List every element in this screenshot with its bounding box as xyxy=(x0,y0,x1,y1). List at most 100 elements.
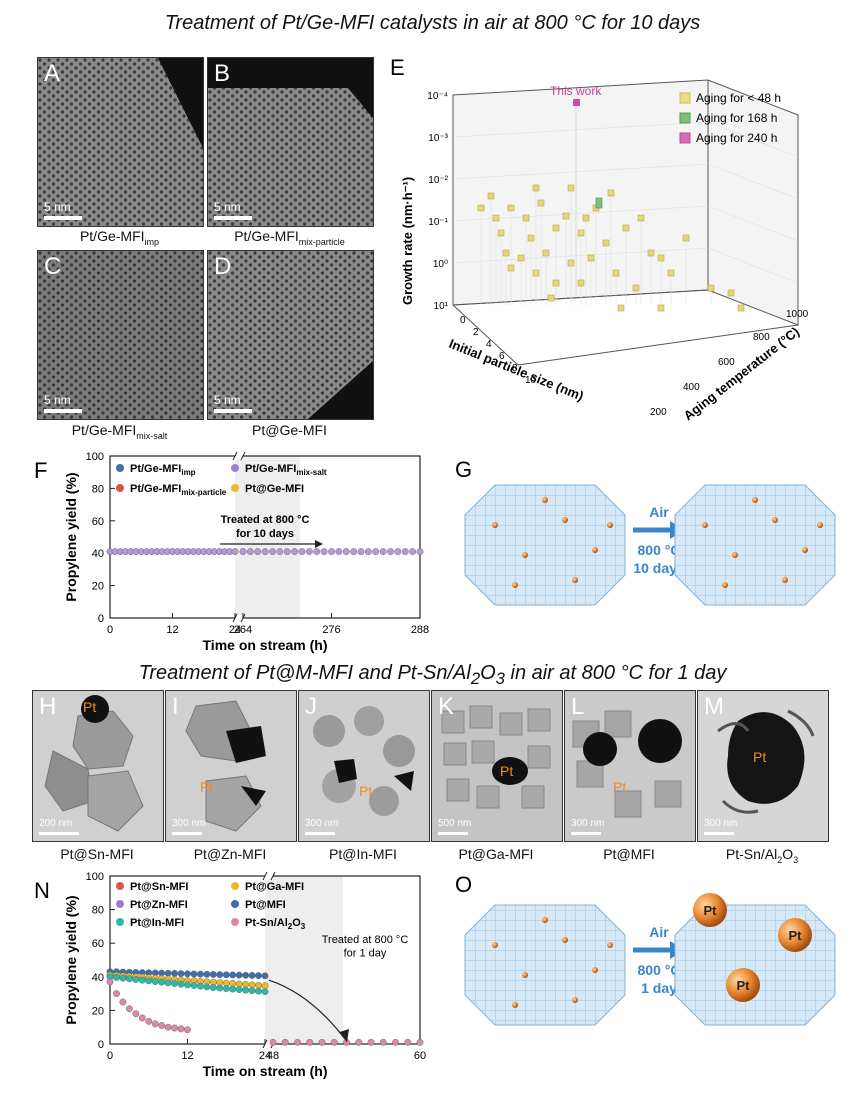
data-point xyxy=(171,980,178,987)
data-point xyxy=(269,548,276,555)
panel-letter-d: D xyxy=(214,253,232,280)
x-tick-label: 12 xyxy=(166,624,178,636)
scatter-point xyxy=(527,234,535,242)
scale-bar xyxy=(44,216,82,220)
data-point xyxy=(235,986,243,993)
tem-panel-i: I Pt 300 nm xyxy=(165,690,297,842)
y-tick-label: 80 xyxy=(92,483,104,495)
caption-j: Pt@In-MFI xyxy=(329,846,397,862)
legend-marker xyxy=(116,464,124,472)
data-point xyxy=(357,548,365,555)
y-tick: 200 xyxy=(650,407,667,418)
x-axis-label: Time on stream (h) xyxy=(203,637,328,653)
data-point xyxy=(248,987,256,994)
x-tick-label: 24 xyxy=(259,1050,271,1062)
legend-marker xyxy=(231,484,239,492)
legend-e: Aging for < 48 h Aging for 168 h Aging f… xyxy=(679,91,781,145)
axis-break-mark xyxy=(240,451,246,461)
data-point xyxy=(203,983,211,991)
z-tick: 10⁰ xyxy=(433,259,448,270)
decay-arrow xyxy=(268,979,346,1040)
legend-label: Aging for 168 h xyxy=(696,111,777,125)
treatment-shade xyxy=(265,876,343,1044)
x-tick-label: 60 xyxy=(414,1050,426,1062)
tem-panel-a: A 5 nm xyxy=(37,57,204,227)
pt-label: Pt xyxy=(789,928,803,943)
y-tick-label: 40 xyxy=(92,548,104,560)
data-point xyxy=(132,1010,140,1018)
scatter-point xyxy=(487,192,495,200)
data-point xyxy=(261,988,269,995)
data-point xyxy=(261,548,269,555)
x-tick: 6 xyxy=(499,351,505,362)
data-point xyxy=(298,548,306,555)
y-axis-ticks: 200 400 600 800 1000 xyxy=(650,309,809,418)
this-work-label: This work xyxy=(550,84,602,98)
scatter-point xyxy=(497,229,505,237)
zeolite-crystal-after xyxy=(674,484,836,606)
data-point xyxy=(248,972,256,979)
x-tick-label: 48 xyxy=(267,1050,279,1062)
legend-label: Aging for < 48 h xyxy=(696,91,781,105)
scale-bar xyxy=(172,832,202,835)
data-point xyxy=(231,548,239,555)
data-point xyxy=(151,1020,159,1028)
scatter-point xyxy=(587,254,595,262)
caption-h: Pt@Sn-MFI xyxy=(60,846,134,862)
scale-bar-label: 5 nm xyxy=(44,200,71,214)
panel-letter-e: E xyxy=(390,55,405,80)
legend-label: Pt@Zn-MFI xyxy=(130,899,188,911)
data-point xyxy=(255,987,262,995)
data-point xyxy=(209,984,217,991)
scatter-point xyxy=(552,224,560,232)
data-point xyxy=(416,548,424,555)
axis-break xyxy=(235,615,243,621)
y-tick-label: 0 xyxy=(98,1039,104,1051)
data-point xyxy=(305,548,313,555)
data-point xyxy=(328,548,335,555)
data-point xyxy=(229,971,237,979)
panel-letter-g: G xyxy=(455,457,472,482)
scale-bar xyxy=(44,409,82,413)
tem-panel-h: H Pt 200 nm xyxy=(32,690,164,842)
data-point xyxy=(177,1025,185,1033)
data-point xyxy=(355,1038,363,1046)
data-point xyxy=(177,980,185,988)
data-point xyxy=(177,970,185,978)
y-tick-label: 40 xyxy=(92,972,104,984)
data-point xyxy=(416,1038,424,1046)
data-point xyxy=(222,971,230,979)
data-point xyxy=(151,978,159,985)
scatter-point xyxy=(612,269,620,277)
data-point xyxy=(158,978,166,986)
data-point xyxy=(261,972,269,980)
y-axis-label: Propylene yield (%) xyxy=(63,472,79,601)
scatter-point xyxy=(542,249,550,257)
x-tick-label: 0 xyxy=(107,624,113,636)
scatter-point xyxy=(537,199,545,207)
data-point xyxy=(164,1023,172,1031)
y-tick-label: 100 xyxy=(86,871,104,883)
y-tick-label: 100 xyxy=(86,451,104,463)
scale-bar xyxy=(571,832,601,835)
treatment-shade xyxy=(235,456,300,618)
z-tick: 10¹ xyxy=(434,301,449,312)
scatter-point xyxy=(577,279,585,287)
data-point xyxy=(106,978,114,986)
annotation: for 10 days xyxy=(236,528,294,540)
data-point xyxy=(145,1017,153,1025)
legend-marker xyxy=(231,882,239,890)
scatter-point xyxy=(507,264,515,272)
data-point xyxy=(246,548,254,555)
scatter-point xyxy=(517,254,525,262)
annotation-arrowhead xyxy=(315,540,323,548)
data-point xyxy=(372,548,380,555)
panel-letter-k: K xyxy=(438,693,455,720)
pt-label: Pt xyxy=(753,749,767,765)
annotation: Treated at 800 °C xyxy=(322,934,409,946)
axis-break-mark xyxy=(270,871,276,881)
scale-bar xyxy=(214,409,252,413)
x-tick: 10 xyxy=(525,375,537,386)
scatter-point xyxy=(562,212,570,220)
